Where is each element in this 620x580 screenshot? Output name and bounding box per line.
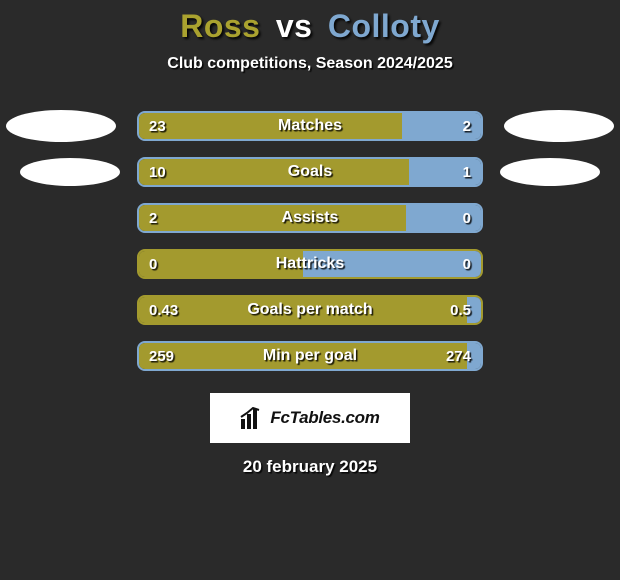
comparison-infographic: Ross vs Colloty Club competitions, Seaso…: [0, 0, 620, 580]
bar-seg-left: [139, 297, 467, 323]
stat-row: 232Matches: [0, 103, 620, 149]
bar-seg-left: [139, 205, 406, 231]
bar-seg-left: [139, 251, 303, 277]
subtitle: Club competitions, Season 2024/2025: [0, 55, 620, 73]
bar-seg-right: [467, 343, 481, 369]
bar-seg-right: [402, 113, 481, 139]
stat-row: 00Hattricks: [0, 241, 620, 287]
stat-row: 259274Min per goal: [0, 333, 620, 379]
bar-seg-left: [139, 159, 409, 185]
stat-row: 0.430.5Goals per match: [0, 287, 620, 333]
stat-bar: 0.430.5Goals per match: [137, 295, 483, 325]
stats-rows: 232Matches 101Goals 20Assists 00Hattricks 0.…: [0, 103, 620, 379]
stat-bar: 232Matches: [137, 111, 483, 141]
team-badge-left: [20, 158, 120, 186]
bar-seg-right: [409, 159, 481, 185]
bar-seg-right: [303, 251, 481, 277]
title-player1: Ross: [180, 8, 260, 44]
stat-bar: 259274Min per goal: [137, 341, 483, 371]
title-player2: Colloty: [328, 8, 440, 44]
bar-seg-right: [406, 205, 481, 231]
stat-row: 20Assists: [0, 195, 620, 241]
stat-bar: 00Hattricks: [137, 249, 483, 279]
stat-bar: 101Goals: [137, 157, 483, 187]
stat-bar: 20Assists: [137, 203, 483, 233]
brand-text: FcTables.com: [270, 408, 379, 428]
team-badge-right: [500, 158, 600, 186]
footer-date: 20 february 2025: [0, 457, 620, 477]
team-badge-right: [504, 110, 614, 142]
title-vs: vs: [276, 8, 313, 44]
stat-row: 101Goals: [0, 149, 620, 195]
bars-icon: [240, 407, 264, 429]
brand-badge[interactable]: FcTables.com: [210, 393, 410, 443]
page-title: Ross vs Colloty: [0, 8, 620, 45]
bar-seg-right: [467, 297, 481, 323]
bar-seg-left: [139, 113, 402, 139]
team-badge-left: [6, 110, 116, 142]
bar-seg-left: [139, 343, 467, 369]
